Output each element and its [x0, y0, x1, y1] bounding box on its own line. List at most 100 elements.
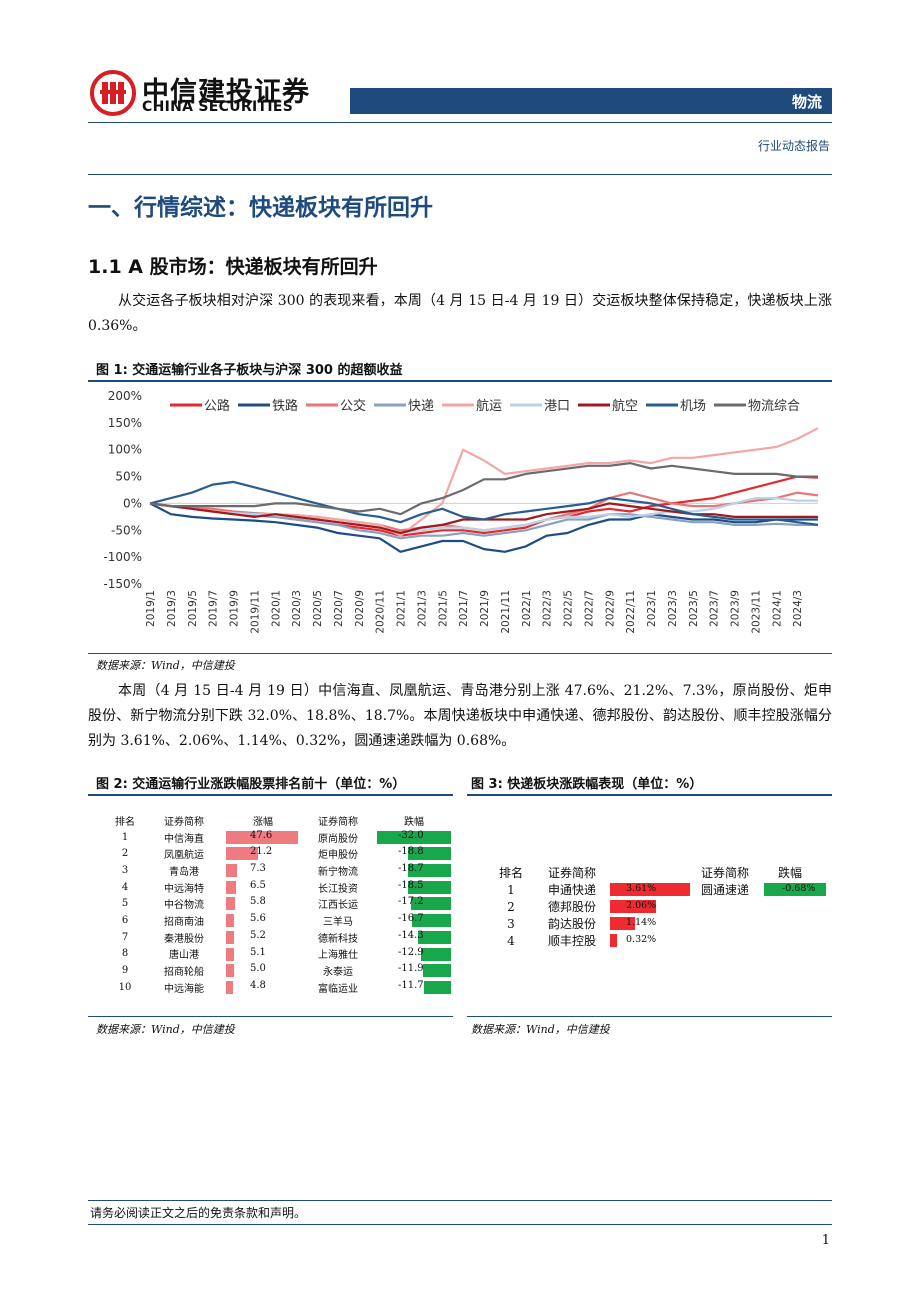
loser-bar	[412, 914, 451, 928]
loser-name	[692, 915, 758, 932]
legend-label: 机场	[680, 399, 706, 414]
figure-3-top-rule	[467, 794, 832, 796]
loser-name: 长江投资	[318, 883, 358, 895]
figure-1-title: 图 1: 交通运输行业各子板块与沪深 300 的超额收益	[96, 363, 403, 378]
gainer-value: 47.6	[250, 829, 273, 841]
express-table: 排名 证券简称 证券简称 跌幅 1 申通快递 3.61% 圆通速递 -0.68% 2 德邦股…	[494, 864, 827, 949]
brand-logo	[90, 70, 136, 116]
gainer-bar	[610, 900, 656, 913]
rank-cell: 10	[118, 981, 132, 993]
loser-bar	[377, 830, 451, 844]
table-row: 4 中远海特 6.5 长江投资 -18.5	[106, 879, 454, 896]
gainer-cell: 1.14%	[596, 915, 692, 932]
x-tick-label: 2023/9	[730, 590, 742, 627]
loser-bar	[407, 864, 451, 878]
rank-cell: 2	[507, 899, 515, 914]
x-tick-label: 2021/1	[396, 590, 408, 627]
y-tick-label: -50%	[111, 523, 142, 537]
header-up: 涨幅	[253, 816, 273, 828]
x-tick-label: 2022/5	[563, 590, 575, 627]
gainer-cell: 0.32%	[596, 932, 692, 949]
loser-name: 原尚股份	[318, 833, 358, 845]
loser-value: -0.68%	[782, 883, 816, 894]
table-row: 2 凤凰航运 21.2 炬申股份 -18.8	[106, 845, 454, 862]
gainer-name: 中谷物流	[164, 900, 204, 912]
x-tick-label: 2021/9	[479, 590, 491, 627]
loser-name: 富临运业	[318, 983, 358, 995]
loser-cell: -12.9	[374, 946, 454, 963]
x-tick-label: 2022/1	[521, 590, 533, 627]
header-divider-2	[88, 174, 832, 175]
legend-label: 航运	[476, 398, 502, 414]
rank-cell: 4	[121, 881, 129, 893]
legend-label: 快递	[408, 399, 434, 414]
gainer-value: 21.2	[250, 846, 273, 858]
table-row: 7 秦港股份 5.2 德新科技 -14.3	[106, 929, 454, 946]
table-row: 5 中谷物流 5.8 江西长运 -17.2	[106, 895, 454, 912]
figure-3-source: 数据来源：Wind，中信建投	[471, 1023, 610, 1036]
legend-label: 公交	[340, 398, 366, 414]
x-tick-label: 2020/11	[375, 590, 387, 634]
figure-3-title: 图 3: 快递板块涨跌幅表现（单位：%）	[471, 777, 703, 792]
brand-name-en: CHINA SECURITIES	[142, 99, 294, 115]
legend-label: 铁路	[272, 398, 298, 414]
loser-bar	[423, 980, 451, 994]
gainer-cell: 4.8	[224, 979, 302, 996]
gainer-cell: 21.2	[224, 845, 302, 862]
loser-name: 永泰运	[323, 967, 353, 979]
loser-value: -18.7	[398, 863, 424, 875]
gainer-bar	[226, 947, 234, 961]
x-tick-label: 2019/5	[187, 590, 199, 627]
rank-cell: 1	[507, 882, 515, 897]
gainer-bar	[226, 897, 235, 911]
y-tick-label: 50%	[115, 470, 142, 484]
gainer-bar	[226, 830, 298, 844]
header-down-name: 证券简称	[318, 816, 358, 828]
loser-name: 新宁物流	[318, 866, 358, 878]
gainer-value: 5.6	[250, 913, 266, 925]
ranking-table: 排名 证券简称 涨幅 证券简称 跌幅 1 中信海直 47.6 原尚股份 -32.0 2 凤凰…	[106, 812, 454, 996]
legend-label: 公路	[204, 398, 230, 414]
loser-value: -17.2	[398, 896, 424, 908]
loser-cell: -14.3	[374, 929, 454, 946]
x-tick-label: 2020/9	[354, 590, 366, 627]
x-tick-label: 2019/1	[145, 590, 157, 627]
figure-1-top-rule	[88, 380, 832, 382]
gainer-bar	[226, 914, 235, 928]
chart-y-axis: 200% 150% 100% 50% 0% -50% -100% -150%	[103, 389, 142, 591]
loser-bar	[407, 847, 451, 861]
x-tick-label: 2020/5	[312, 590, 324, 627]
rank-cell: 6	[121, 914, 129, 926]
rank-cell: 9	[121, 965, 129, 977]
loser-cell: -32.0	[374, 829, 454, 846]
gainer-name: 中信海直	[164, 833, 204, 845]
gainer-bar	[226, 964, 234, 978]
x-tick-label: 2023/5	[688, 590, 700, 627]
loser-cell: -11.7	[374, 979, 454, 996]
rank-cell: 4	[507, 933, 515, 948]
loser-value: -11.9	[398, 963, 424, 975]
header-up-name: 证券简称	[548, 866, 597, 880]
loser-name: 德新科技	[318, 933, 358, 945]
rank-cell: 2	[121, 848, 129, 860]
gainer-cell: 6.5	[224, 879, 302, 896]
loser-cell	[758, 898, 822, 915]
gainer-value: 4.8	[250, 979, 266, 991]
loser-bar	[421, 947, 451, 961]
gainer-bar	[226, 880, 236, 894]
figure-2-top-rule	[88, 794, 453, 796]
loser-bar	[417, 930, 451, 944]
header-up-name: 证券简称	[164, 816, 204, 828]
rank-cell: 8	[121, 948, 129, 960]
rank-cell: 5	[121, 898, 129, 910]
x-tick-label: 2022/11	[625, 590, 637, 634]
x-tick-label: 2021/7	[458, 590, 470, 627]
table-row: 3 韵达股份 1.14%	[494, 915, 822, 932]
x-tick-label: 2023/7	[709, 590, 721, 627]
x-tick-label: 2019/9	[229, 590, 241, 627]
chart-series-lines	[149, 427, 819, 553]
gainer-value: 0.32%	[626, 934, 657, 945]
loser-bar	[764, 883, 827, 896]
x-tick-label: 2023/3	[667, 590, 679, 627]
header-rank: 排名	[115, 816, 135, 828]
